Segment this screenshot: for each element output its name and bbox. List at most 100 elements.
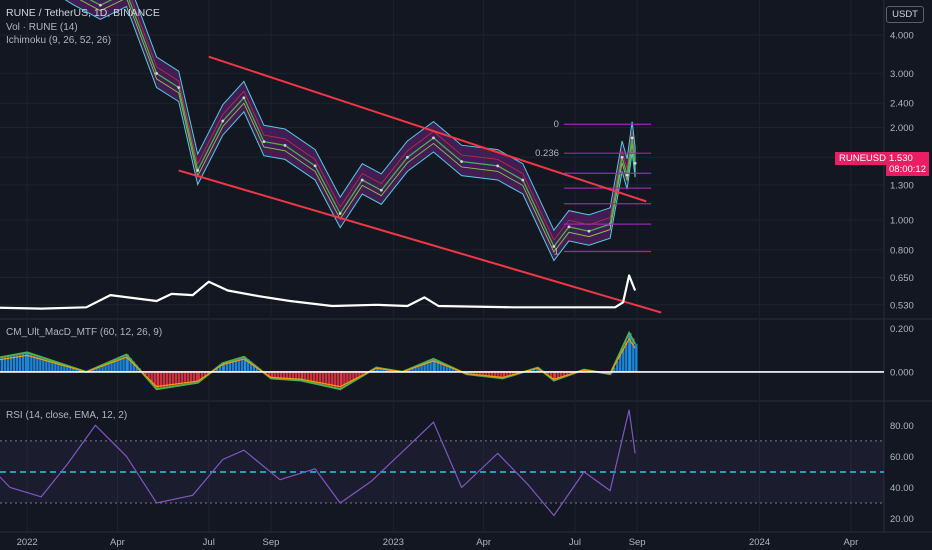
macd-histogram-bar <box>177 371 180 386</box>
macd-histogram-bar <box>165 371 168 388</box>
macd-histogram-bar <box>546 371 550 375</box>
ichimoku-lagging <box>79 0 636 253</box>
macd-histogram-bar <box>60 363 63 372</box>
macd-histogram-bar <box>288 371 292 380</box>
macd-histogram-bar <box>355 371 358 381</box>
macd-histogram-bar <box>25 352 28 372</box>
rsi-tick-label: 80.00 <box>890 421 914 432</box>
macd-histogram-bar <box>162 371 165 389</box>
macd-histogram-bar <box>322 371 325 386</box>
price-tick-label: 1.000 <box>890 216 914 227</box>
time-tick-label: Apr <box>110 537 125 548</box>
macd-histogram-bar <box>168 371 171 388</box>
price-tick-label: 4.000 <box>890 31 914 42</box>
macd-histogram-bar <box>95 368 98 372</box>
macd-histogram-bar <box>358 371 361 379</box>
macd-histogram-bar <box>607 371 611 374</box>
macd-histogram-bar <box>171 371 174 387</box>
price-line <box>89 0 636 248</box>
macd-histogram-bar <box>174 371 177 387</box>
price-tick-label: 1.300 <box>890 181 914 192</box>
price-point <box>313 164 317 168</box>
price-tag-symbol: RUNEUSDT <box>839 153 892 164</box>
macd-histogram-bar <box>629 332 632 372</box>
macd-histogram-bar <box>505 371 509 378</box>
rsi-legend[interactable]: RSI (14, close, EMA, 12, 2) <box>6 410 128 421</box>
macd-histogram-bar <box>119 357 122 372</box>
macd-histogram-bar <box>635 343 638 372</box>
fib-level-label: 0 <box>554 119 559 130</box>
macd-histogram-bar <box>487 371 490 377</box>
time-tick-label: Apr <box>476 537 491 548</box>
channel-lower-line <box>178 169 662 314</box>
macd-histogram-bar <box>252 363 256 372</box>
price-tick-label: 3.000 <box>890 69 914 80</box>
price-tick-label: 0.800 <box>890 245 914 256</box>
time-tick-label: Apr <box>843 537 858 548</box>
macd-histogram-bar <box>408 369 411 372</box>
macd-histogram-bar <box>228 361 232 372</box>
symbol-legend[interactable]: RUNE / TetherUS, 1D, BINANCE <box>6 7 160 19</box>
time-tick-label: Sep <box>263 537 280 548</box>
price-point <box>221 119 225 123</box>
macd-histogram-bar <box>426 361 429 372</box>
price-point <box>633 161 637 165</box>
macd-histogram-bar <box>499 371 502 379</box>
macd-histogram-bar <box>159 371 162 389</box>
macd-legend[interactable]: CM_Ult_MacD_MTF (60, 12, 26, 9) <box>6 327 163 338</box>
ichimoku-legend[interactable]: Ichimoku (9, 26, 52, 26) <box>6 35 112 46</box>
macd-histogram-bar <box>156 371 159 390</box>
macd-histogram-bar <box>249 361 253 372</box>
macd-histogram-bar <box>4 356 7 372</box>
macd-histogram-bar <box>237 358 241 372</box>
macd-histogram-bar <box>144 371 147 376</box>
macd-histogram-bar <box>98 366 101 372</box>
macd-histogram-bar <box>54 361 57 372</box>
macd-histogram-bar <box>502 371 506 379</box>
macd-histogram-bar <box>451 367 454 372</box>
macd-histogram-bar <box>340 371 343 390</box>
macd-histogram-bar <box>423 363 426 372</box>
price-point <box>379 188 383 192</box>
macd-histogram-bar <box>481 371 484 376</box>
macd-histogram-bar <box>417 365 420 372</box>
macd-histogram-bar <box>490 371 493 377</box>
macd-histogram-bar <box>361 371 364 377</box>
macd-histogram-bar <box>200 371 204 381</box>
macd-histogram-bar <box>484 371 487 377</box>
macd-histogram-bar <box>429 360 432 372</box>
macd-histogram-bar <box>382 368 385 372</box>
price-point <box>262 140 266 143</box>
macd-histogram-bar <box>411 368 414 372</box>
macd-histogram-bar <box>556 371 560 380</box>
macd-histogram-bar <box>42 357 45 372</box>
macd-histogram-bar <box>222 363 226 372</box>
volume-legend[interactable]: Vol · RUNE (14) <box>6 22 78 33</box>
price-point <box>360 178 364 182</box>
macd-histogram-bar <box>466 371 469 375</box>
macd-histogram-bar <box>565 371 569 377</box>
price-point <box>338 212 342 215</box>
macd-histogram-bar <box>132 361 135 372</box>
macd-histogram-bar <box>135 364 138 372</box>
macd-histogram-bar <box>282 371 286 380</box>
macd-histogram-bar <box>264 371 268 374</box>
currency-button[interactable]: USDT <box>886 6 924 23</box>
macd-histogram-bar <box>10 355 13 372</box>
rsi-line <box>0 409 636 517</box>
macd-histogram-bar <box>126 354 129 372</box>
macd-histogram-bar <box>307 371 310 382</box>
macd-histogram-bar <box>19 353 22 372</box>
macd-histogram-bar <box>331 371 334 388</box>
time-tick-label: 2023 <box>383 537 404 548</box>
macd-histogram-bar <box>469 371 472 375</box>
rsi-tick-label: 60.00 <box>890 452 914 463</box>
macd-histogram-bar <box>436 360 439 372</box>
macd-histogram-bar <box>622 348 625 372</box>
macd-histogram-bar <box>225 362 229 372</box>
macd-tick-label: 0.200 <box>890 324 914 335</box>
last-price: 1.530 <box>889 153 913 164</box>
channel-upper-line <box>208 55 647 203</box>
macd-histogram-bar <box>373 369 376 372</box>
